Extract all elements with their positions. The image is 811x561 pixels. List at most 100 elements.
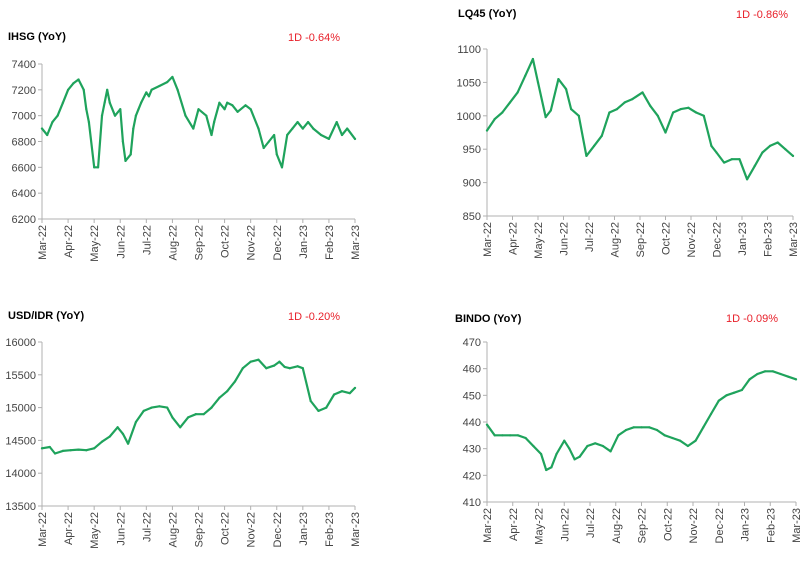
data-point	[641, 91, 644, 94]
data-point	[301, 367, 304, 370]
x-tick-label: Nov-22	[246, 512, 258, 547]
data-point	[171, 416, 174, 419]
data-point	[578, 455, 581, 458]
data-point	[142, 409, 145, 412]
y-tick-label: 410	[463, 497, 481, 509]
data-point	[536, 81, 540, 84]
data-point	[545, 468, 548, 472]
data-point	[784, 148, 787, 151]
data-point	[132, 127, 135, 130]
data-point	[791, 154, 795, 157]
data-point	[508, 101, 512, 104]
x-tick-label: Oct-22	[220, 225, 232, 258]
data-point	[158, 84, 161, 88]
data-point	[51, 121, 54, 124]
data-point	[262, 146, 265, 150]
x-tick-label: Sep-22	[194, 225, 206, 260]
data-point	[134, 114, 137, 117]
data-point	[134, 420, 137, 424]
data-point	[549, 109, 552, 112]
y-tick-label: 7000	[12, 111, 36, 123]
y-tick-label: 420	[463, 470, 481, 482]
y-tick-label: 6400	[12, 188, 36, 200]
data-point	[524, 436, 527, 440]
data-point	[753, 164, 756, 167]
data-point	[787, 375, 790, 378]
data-point	[585, 154, 588, 157]
data-point	[730, 158, 733, 161]
x-tick-label: Jul-22	[141, 512, 153, 542]
series-line	[485, 370, 798, 472]
x-tick-label: Mar-23	[791, 508, 803, 543]
x-tick-label: Aug-22	[610, 222, 622, 257]
data-point	[121, 432, 124, 435]
data-point	[557, 77, 560, 81]
y-tick-label: 850	[463, 211, 481, 223]
data-point	[550, 466, 553, 469]
y-tick-label: 1000	[457, 111, 481, 123]
chart-title: IHSG (YoY)	[8, 31, 66, 43]
x-tick-label: May-22	[534, 508, 546, 545]
data-point	[96, 166, 100, 169]
data-point	[226, 101, 229, 104]
data-point	[121, 140, 124, 143]
data-point	[197, 108, 200, 111]
y-tick-label: 15000	[5, 403, 36, 415]
data-point	[85, 108, 88, 111]
data-point	[655, 428, 659, 432]
data-point	[663, 434, 666, 437]
data-point	[593, 144, 596, 147]
data-point	[340, 133, 344, 137]
data-point	[570, 108, 573, 111]
data-point	[594, 442, 597, 445]
data-point	[66, 88, 70, 91]
data-point	[501, 434, 504, 437]
x-tick-label: Jun-22	[559, 222, 571, 256]
data-point	[694, 439, 697, 442]
data-point	[335, 121, 338, 124]
data-point	[723, 161, 726, 164]
data-point	[231, 104, 234, 107]
chart-title: USD/IDR (YoY)	[8, 310, 85, 322]
data-point	[296, 121, 299, 124]
x-tick-label: Jul-22	[584, 222, 596, 252]
y-tick-label: 900	[463, 178, 481, 190]
x-tick-label: Jun-22	[115, 512, 127, 546]
series-line	[485, 57, 795, 181]
data-point	[309, 399, 312, 403]
x-tick-label: Mar-22	[482, 222, 494, 257]
x-tick-label: Jan-23	[737, 222, 749, 256]
x-tick-label: Feb-23	[763, 222, 775, 257]
data-point	[319, 133, 323, 137]
x-tick-label: Dec-22	[272, 225, 284, 260]
data-point	[210, 133, 213, 137]
x-tick-label: Apr-22	[508, 222, 520, 255]
data-point	[210, 406, 213, 409]
data-point	[124, 159, 127, 162]
data-point	[273, 133, 276, 137]
data-point	[532, 444, 535, 448]
data-point	[158, 405, 161, 408]
data-point	[179, 426, 182, 429]
data-point	[640, 426, 643, 429]
x-tick-label: Dec-22	[272, 512, 284, 547]
x-tick-label: Sep-22	[637, 508, 649, 543]
data-point	[53, 452, 57, 455]
data-point	[192, 127, 195, 130]
data-point	[539, 452, 543, 456]
data-point	[501, 111, 504, 114]
data-point	[40, 447, 44, 450]
x-tick-label: Oct-22	[661, 222, 673, 255]
data-point	[244, 104, 247, 107]
data-point	[150, 88, 153, 91]
data-point	[166, 80, 169, 84]
data-point	[61, 449, 64, 452]
data-point	[241, 367, 244, 370]
data-point	[106, 88, 109, 91]
chart-title: LQ45 (YoY)	[458, 8, 517, 20]
data-point	[740, 388, 744, 392]
data-point	[288, 367, 291, 370]
data-point	[249, 108, 252, 111]
data-point	[275, 153, 278, 156]
data-point	[56, 114, 59, 117]
